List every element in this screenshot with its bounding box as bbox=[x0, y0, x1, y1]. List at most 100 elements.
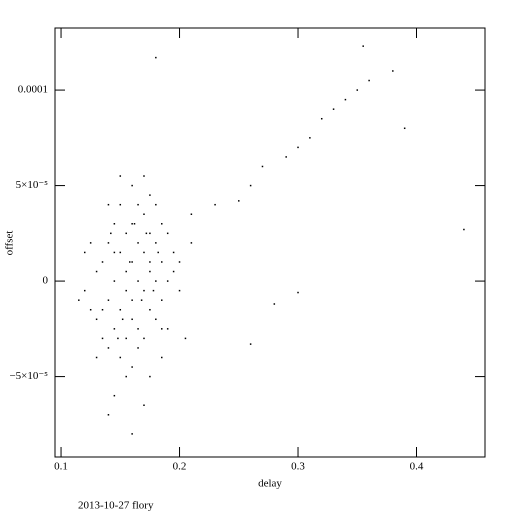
point bbox=[161, 328, 163, 330]
point bbox=[137, 280, 139, 282]
point bbox=[125, 289, 127, 292]
point bbox=[119, 251, 122, 254]
y-tick-label: 5×10⁻⁵ bbox=[16, 179, 49, 191]
point bbox=[178, 261, 181, 263]
y-tick-label: 0 bbox=[43, 275, 49, 287]
point bbox=[178, 289, 181, 292]
point bbox=[332, 108, 335, 110]
point bbox=[161, 356, 163, 359]
point bbox=[89, 242, 92, 244]
point bbox=[137, 328, 139, 330]
point bbox=[249, 184, 252, 187]
point bbox=[107, 203, 110, 206]
point bbox=[155, 56, 157, 59]
point bbox=[190, 242, 193, 244]
point bbox=[121, 318, 124, 321]
point bbox=[143, 337, 145, 340]
point bbox=[78, 299, 80, 301]
point bbox=[166, 280, 169, 282]
point bbox=[107, 299, 110, 301]
point bbox=[101, 308, 104, 311]
point bbox=[149, 261, 151, 263]
point bbox=[125, 337, 127, 340]
point bbox=[403, 127, 406, 130]
point bbox=[107, 242, 110, 244]
point bbox=[161, 223, 163, 225]
point bbox=[131, 299, 133, 301]
x-axis-label: delay bbox=[258, 478, 282, 490]
point bbox=[155, 203, 157, 206]
x-tick-label: 0.4 bbox=[410, 461, 424, 473]
point bbox=[149, 308, 151, 311]
point bbox=[166, 232, 169, 235]
point bbox=[368, 79, 370, 82]
point bbox=[152, 289, 155, 292]
point bbox=[166, 328, 169, 330]
point bbox=[172, 251, 175, 254]
point bbox=[362, 45, 364, 47]
point bbox=[95, 270, 98, 273]
x-tick-label: 0.2 bbox=[173, 461, 187, 473]
point bbox=[107, 414, 110, 416]
point bbox=[143, 175, 145, 177]
point bbox=[101, 261, 104, 263]
point bbox=[172, 270, 175, 273]
point bbox=[131, 184, 133, 187]
point bbox=[143, 213, 145, 215]
point bbox=[131, 318, 133, 321]
point bbox=[145, 232, 148, 235]
plot-frame bbox=[54, 27, 486, 458]
point bbox=[297, 291, 299, 294]
point bbox=[392, 70, 394, 72]
point bbox=[131, 433, 133, 435]
point bbox=[113, 251, 116, 254]
point bbox=[297, 146, 299, 149]
point bbox=[155, 280, 157, 282]
point bbox=[119, 203, 122, 206]
y-tick-label: −5×10⁻⁵ bbox=[9, 370, 48, 382]
point bbox=[320, 117, 323, 120]
point bbox=[149, 270, 151, 273]
point bbox=[149, 194, 151, 196]
point bbox=[83, 251, 86, 254]
point bbox=[125, 270, 127, 273]
point bbox=[143, 251, 145, 254]
point bbox=[463, 228, 465, 231]
point bbox=[161, 299, 163, 301]
point bbox=[113, 223, 116, 225]
point bbox=[119, 175, 122, 177]
point bbox=[83, 289, 86, 292]
point bbox=[155, 318, 157, 321]
point bbox=[125, 232, 127, 235]
point bbox=[149, 232, 151, 235]
point bbox=[113, 280, 116, 282]
point bbox=[261, 165, 264, 168]
point bbox=[214, 203, 216, 206]
point bbox=[140, 299, 143, 301]
point bbox=[101, 337, 104, 340]
point bbox=[107, 347, 110, 349]
point bbox=[119, 308, 122, 311]
point bbox=[89, 308, 92, 311]
point bbox=[117, 337, 119, 340]
point bbox=[273, 303, 276, 305]
point bbox=[131, 261, 133, 263]
point bbox=[344, 98, 347, 101]
point bbox=[95, 356, 98, 359]
point bbox=[143, 289, 145, 292]
point bbox=[119, 356, 122, 359]
point bbox=[137, 347, 139, 349]
y-axis-label: offset bbox=[4, 231, 16, 256]
point bbox=[113, 328, 116, 330]
point bbox=[285, 156, 287, 158]
x-tick-label: 0.3 bbox=[291, 461, 305, 473]
point bbox=[356, 89, 359, 91]
point bbox=[133, 223, 136, 225]
point bbox=[155, 242, 157, 244]
point bbox=[129, 261, 131, 263]
point bbox=[309, 137, 311, 139]
point bbox=[113, 394, 116, 397]
x-tick-label: 0.1 bbox=[54, 461, 68, 473]
